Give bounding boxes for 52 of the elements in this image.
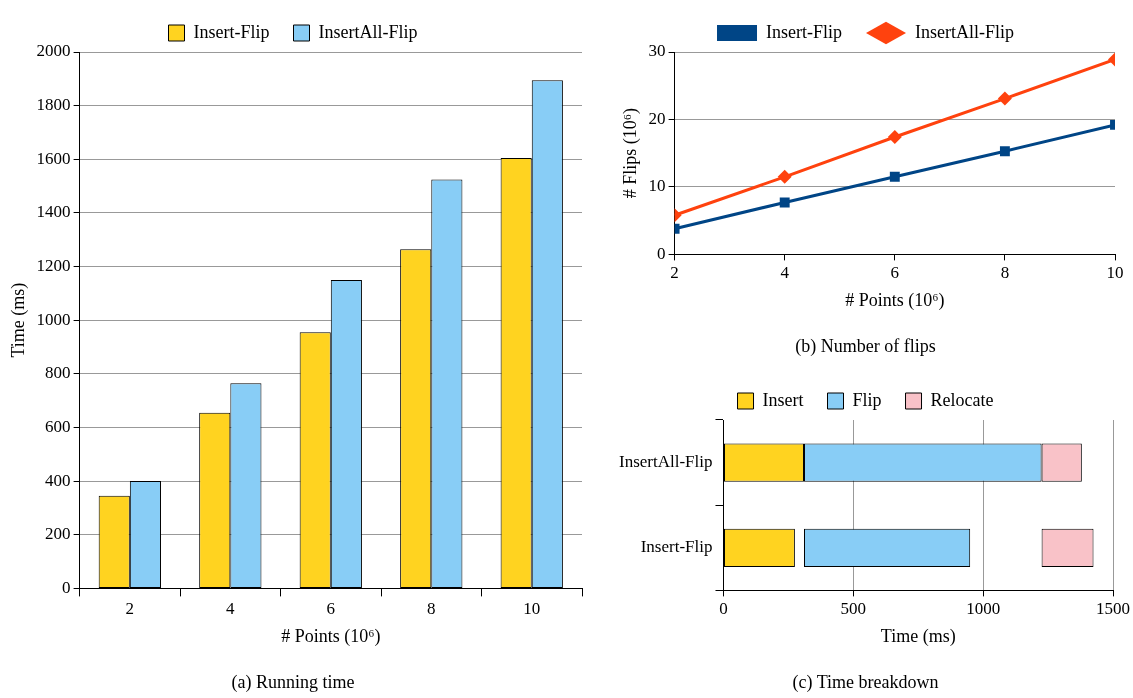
point [999,146,1010,157]
y-tick-label: 2000 [36,41,71,61]
x-axis-title: # Points (10⁶) [845,290,945,312]
y-axis-title: Time (ms) [7,282,29,358]
point [777,169,792,184]
point [889,171,900,182]
x-tick-label: 10 [523,599,541,619]
y-tick-label: 0 [657,243,666,263]
y-tick-label: 1800 [36,95,71,115]
x-tick-label: 500 [840,599,867,619]
x-tick-label: 2 [125,599,135,619]
legend-label: Insert-Flip [766,21,843,42]
x-tick-label: 4 [780,263,790,283]
legend-label: Insert [762,389,804,410]
legend-label: Insert-Flip [193,21,270,42]
y-tick-label: 0 [62,577,71,597]
x-tick-label: 6 [890,263,900,283]
y-tick-label: 30 [648,41,666,61]
y-tick-label: 1000 [36,309,71,329]
x-tick-label: 0 [719,599,728,619]
y-tick-label: 20 [648,108,666,128]
x-tick-label: 1500 [1096,599,1130,619]
x-tick-label: 4 [226,599,236,619]
y-axis-title: # Flips (10⁶) [619,108,641,199]
point [779,197,790,208]
text: (b) Number of flips [795,335,936,357]
text: (c) Time breakdown [792,671,939,693]
legend-label: Relocate [930,389,994,410]
x-axis-title: Time (ms) [880,626,956,648]
legend-label: InsertAll-Flip [915,21,1014,42]
y-tick-label: 800 [45,363,71,383]
legend-label: Flip [852,389,882,410]
x-tick-label: 6 [326,599,336,619]
y-tick-label: 10 [648,176,666,196]
point [997,91,1012,106]
x-tick-label: 8 [427,599,436,619]
legend-label: InsertAll-Flip [318,21,418,42]
y-tick-label: Insert-Flip [640,537,713,557]
y-tick-label: InsertAll-Flip [618,452,713,472]
y-tick-label: 200 [45,524,71,544]
y-tick-label: 1200 [36,256,71,276]
x-tick-label: 8 [1000,263,1010,283]
y-tick-label: 1600 [36,148,71,168]
text: (a) Running time [231,671,355,693]
x-tick-label: 10 [1106,263,1124,283]
y-tick-label: 400 [45,470,71,490]
y-tick-label: 1400 [36,202,71,222]
point [887,130,902,145]
x-tick-label: 2 [670,263,679,283]
x-tick-label: 1000 [966,599,1001,619]
x-axis-title: # Points (10⁶) [281,626,381,648]
y-tick-label: 600 [45,416,71,436]
